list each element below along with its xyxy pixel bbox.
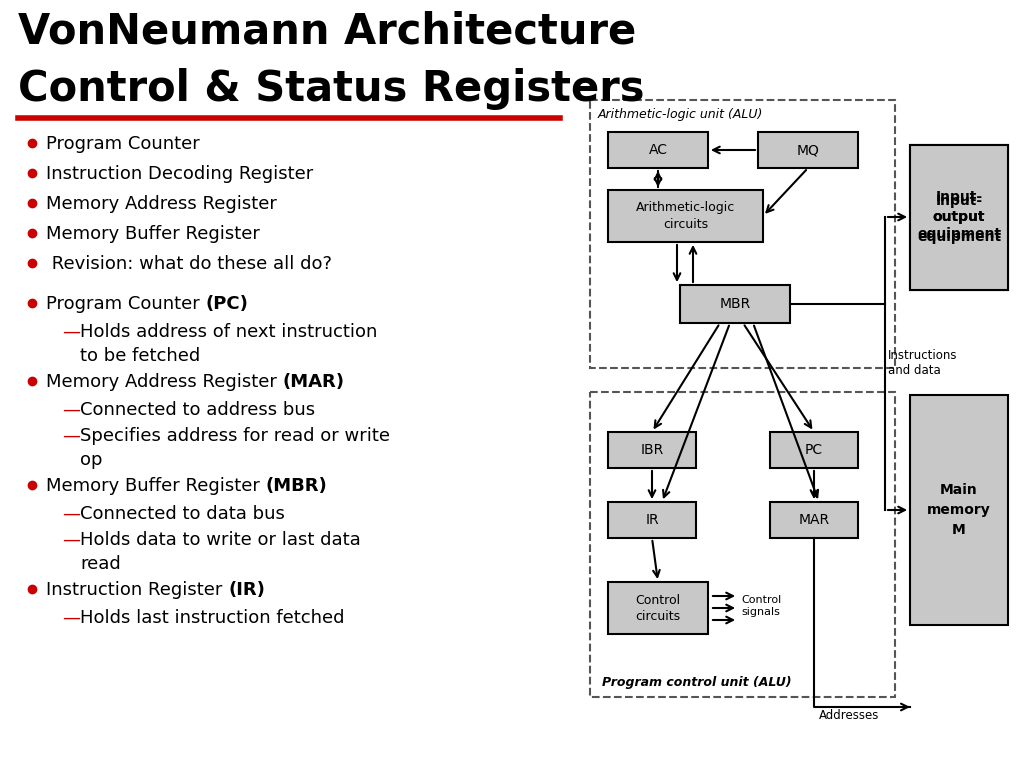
Bar [590,392,895,697]
Text: op: op [80,451,102,469]
Text: Instruction Decoding Register: Instruction Decoding Register [46,165,313,183]
Text: Connected to data bus: Connected to data bus [80,505,285,523]
Text: VonNeumann Architecture: VonNeumann Architecture [18,10,636,52]
Text: —: — [62,609,80,627]
Text: Holds last instruction fetched: Holds last instruction fetched [80,609,344,627]
Text: IBR: IBR [640,443,664,457]
Text: Input-
output
equipment: Input- output equipment [916,190,1001,243]
Text: AC: AC [648,143,668,157]
Text: Control: Control [636,594,681,607]
Text: IR: IR [645,513,658,527]
Text: Holds data to write or last data: Holds data to write or last data [80,531,360,549]
Text: Memory Buffer Register: Memory Buffer Register [46,477,265,495]
Bar [680,285,790,323]
Bar [590,100,895,368]
Text: MBR: MBR [720,297,751,311]
Text: Program Counter: Program Counter [46,295,206,313]
Text: —: — [62,401,80,419]
Bar [608,502,696,538]
Text: Control & Status Registers: Control & Status Registers [18,68,644,110]
Text: circuits: circuits [663,217,708,230]
Text: —: — [62,427,80,445]
Text: Memory Buffer Register: Memory Buffer Register [46,225,260,243]
Text: Main
memory
M: Main memory M [927,484,991,537]
Bar [770,502,858,538]
Bar [770,432,858,468]
Bar [608,132,708,168]
Text: Holds address of next instruction: Holds address of next instruction [80,323,378,341]
Bar [608,432,696,468]
Text: Program control unit (ALU): Program control unit (ALU) [602,676,792,689]
Bar [608,190,763,242]
Text: Revision: what do these all do?: Revision: what do these all do? [46,255,332,273]
Text: Memory Address Register: Memory Address Register [46,373,283,391]
Text: (MBR): (MBR) [265,477,328,495]
Text: Connected to address bus: Connected to address bus [80,401,315,419]
Text: Program Counter: Program Counter [46,135,200,153]
Text: read: read [80,555,121,573]
Text: Memory Address Register: Memory Address Register [46,195,276,213]
Text: (IR): (IR) [228,581,265,599]
Text: Input-
output
equipment: Input- output equipment [916,194,1001,240]
Text: Arithmetic-logic unit (ALU): Arithmetic-logic unit (ALU) [598,108,763,121]
Bar [910,145,1008,290]
Text: (PC): (PC) [206,295,249,313]
Text: Instructions
and data: Instructions and data [888,349,957,377]
Bar [910,145,1008,290]
Text: circuits: circuits [636,610,681,623]
Text: Control
signals: Control signals [741,595,781,617]
Text: —: — [62,531,80,549]
Text: Arithmetic-logic: Arithmetic-logic [636,201,735,214]
Text: PC: PC [805,443,823,457]
Text: Instruction Register: Instruction Register [46,581,228,599]
Text: Specifies address for read or write: Specifies address for read or write [80,427,390,445]
Text: MQ: MQ [797,143,819,157]
Text: Addresses: Addresses [819,709,880,722]
Text: to be fetched: to be fetched [80,347,201,365]
Text: —: — [62,323,80,341]
Bar [910,395,1008,625]
Bar [758,132,858,168]
Text: MAR: MAR [799,513,829,527]
Text: (MAR): (MAR) [283,373,345,391]
Bar [608,582,708,634]
Text: —: — [62,505,80,523]
